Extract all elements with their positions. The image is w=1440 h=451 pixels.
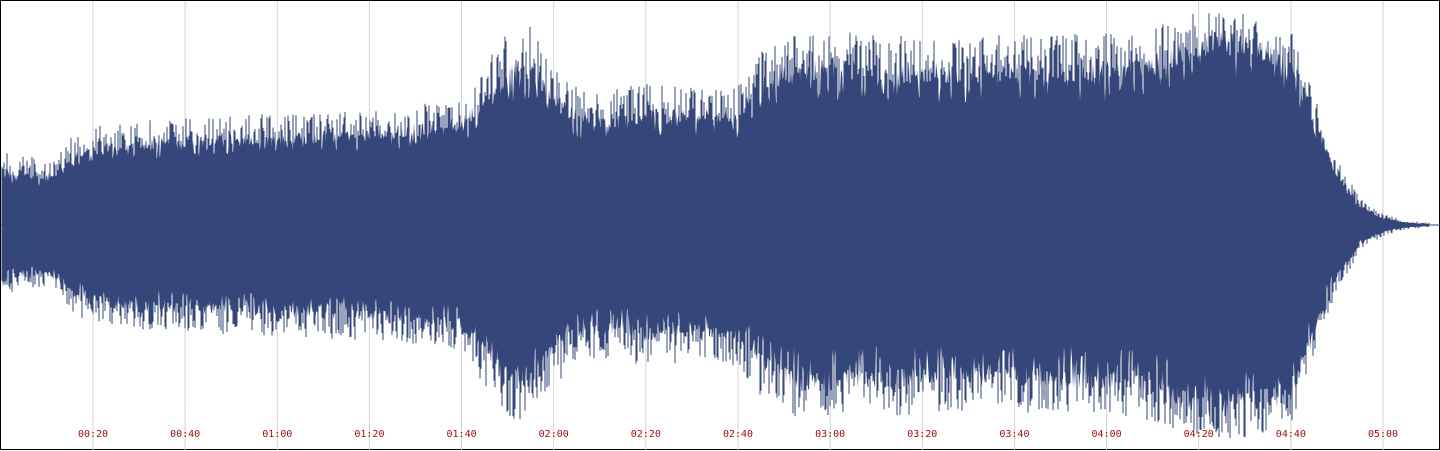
- time-label-01-40: 01:40: [447, 429, 477, 440]
- time-label-03-00: 03:00: [815, 429, 845, 440]
- time-label-02-40: 02:40: [723, 429, 753, 440]
- time-label-04-20: 04:20: [1184, 429, 1214, 440]
- time-axis-labels: 00:20 00:40 01:00 01:20 01:40 02:00 02:20 02:40…: [78, 429, 1398, 440]
- time-label-04-40: 04:40: [1276, 429, 1306, 440]
- time-label-03-40: 03:40: [999, 429, 1029, 440]
- time-label-02-00: 02:00: [539, 429, 569, 440]
- waveform-area[interactable]: [1, 13, 1440, 439]
- time-label-04-00: 04:00: [1092, 429, 1122, 440]
- time-label-01-00: 01:00: [262, 429, 292, 440]
- time-label-01-20: 01:20: [354, 429, 384, 440]
- time-label-00-20: 00:20: [78, 429, 108, 440]
- time-label-03-20: 03:20: [907, 429, 937, 440]
- time-label-00-40: 00:40: [170, 429, 200, 440]
- time-label-02-20: 02:20: [631, 429, 661, 440]
- waveform-peaks: [1, 13, 1430, 439]
- time-label-05-00: 05:00: [1368, 429, 1398, 440]
